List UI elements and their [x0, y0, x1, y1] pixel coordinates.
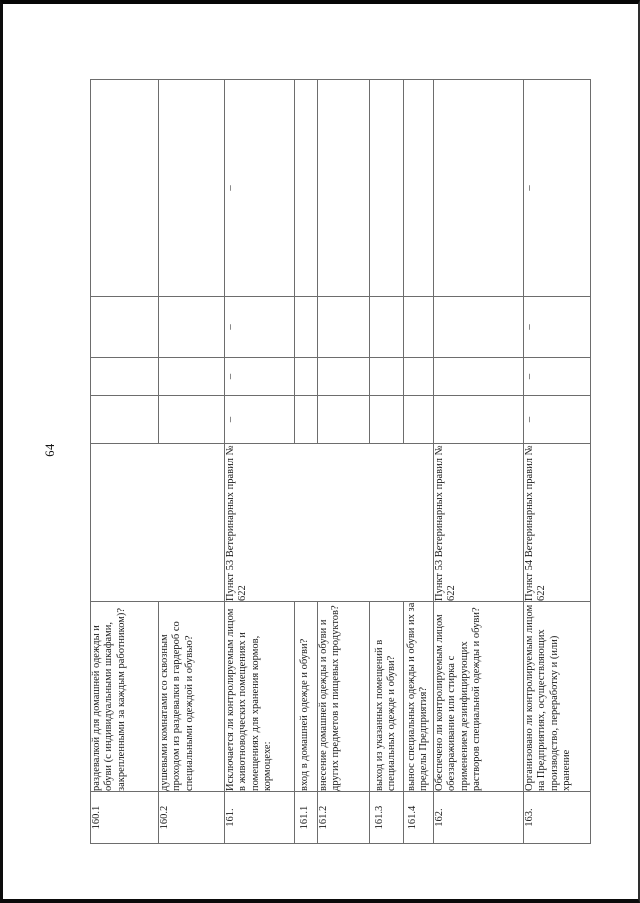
- question-cell: Организовано ли контролируемым лицом на …: [523, 601, 591, 792]
- answer-cell-1: [317, 395, 370, 444]
- question-cell: вынос специальных одежды и обуви их за п…: [403, 601, 434, 792]
- answer-cell-2: [294, 357, 318, 396]
- question-cell: внесение домашней одежды и обуви и други…: [317, 601, 370, 792]
- answer-cell-4: [294, 79, 318, 297]
- answer-cell-2: –: [224, 357, 295, 396]
- row-number-cell: 161.: [224, 791, 295, 844]
- table-row: 160.1 раздевалкой для домашней одежды и …: [90, 79, 225, 844]
- answer-cell-1: [90, 395, 159, 444]
- answer-cell-3: [158, 296, 225, 358]
- answer-cell-4: [158, 79, 225, 297]
- answer-cell-2: [433, 357, 524, 396]
- question-cell: вход в домашней одежде и обуви?: [294, 601, 318, 792]
- answer-cell-4: [369, 79, 404, 297]
- row-number-cell: 161.3: [369, 791, 404, 844]
- question-cell: душевыми комнатами со сквозным проходом …: [158, 601, 225, 792]
- answer-cell-2: [90, 357, 159, 396]
- reference-cell: Пункт 53 Ветеринарных правил № 622: [224, 443, 434, 602]
- answer-cell-3: –: [224, 296, 295, 358]
- answer-cell-3: –: [523, 296, 591, 358]
- answer-cell-1: [294, 395, 318, 444]
- row-number-cell: 161.2: [317, 791, 370, 844]
- reference-cell: [90, 443, 225, 602]
- question-cell: раздевалкой для домашней одежды и обуви …: [90, 601, 159, 792]
- rotated-table-area: 160.1 раздевалкой для домашней одежды и …: [90, 79, 591, 844]
- row-number-cell: 162.: [433, 791, 524, 844]
- answer-cell-3: [403, 296, 434, 358]
- question-cell: Исключается ли контролируемым лицом в жи…: [224, 601, 295, 792]
- answer-cell-3: [294, 296, 318, 358]
- answer-cell-2: [369, 357, 404, 396]
- row-number-cell: 160.1: [90, 791, 159, 844]
- answer-cell-3: [317, 296, 370, 358]
- question-cell: выход из указанных помещений в специальн…: [369, 601, 404, 792]
- reference-cell: Пункт 54 Ветеринарных правил № 622: [523, 443, 591, 602]
- answer-cell-1: [369, 395, 404, 444]
- answer-cell-4: –: [523, 79, 591, 297]
- answer-cell-3: [433, 296, 524, 358]
- answer-cell-4: [433, 79, 524, 297]
- answer-cell-4: [90, 79, 159, 297]
- row-number-cell: 161.4: [403, 791, 434, 844]
- answer-cell-3: [369, 296, 404, 358]
- answer-cell-4: –: [224, 79, 295, 297]
- row-number-cell: 163.: [523, 791, 591, 844]
- table-row: 163. Организовано ли контролируемым лицо…: [523, 79, 591, 844]
- answer-cell-1: [433, 395, 524, 444]
- answer-cell-2: [403, 357, 434, 396]
- rotated-table-inner: 160.1 раздевалкой для домашней одежды и …: [90, 79, 591, 844]
- answer-cell-1: –: [224, 395, 295, 444]
- answer-cell-2: [158, 357, 225, 396]
- answer-cell-4: [403, 79, 434, 297]
- table-row: 162. Обеспечено ли контролируемым лицом …: [433, 79, 524, 844]
- answer-cell-4: [317, 79, 370, 297]
- answer-cell-2: –: [523, 357, 591, 396]
- checklist-table: 160.1 раздевалкой для домашней одежды и …: [90, 79, 591, 844]
- question-cell: Обеспечено ли контролируемым лицом обезз…: [433, 601, 524, 792]
- row-number-cell: 161.1: [294, 791, 318, 844]
- answer-cell-1: –: [523, 395, 591, 444]
- answer-cell-1: [403, 395, 434, 444]
- reference-cell: Пункт 53 Ветеринарных правил № 622: [433, 443, 524, 602]
- page-number: 64: [43, 443, 57, 457]
- answer-cell-2: [317, 357, 370, 396]
- row-number-cell: 160.2: [158, 791, 225, 844]
- table-row: 161. Исключается ли контролируемым лицом…: [224, 79, 434, 844]
- answer-cell-3: [90, 296, 159, 358]
- answer-cell-1: [158, 395, 225, 444]
